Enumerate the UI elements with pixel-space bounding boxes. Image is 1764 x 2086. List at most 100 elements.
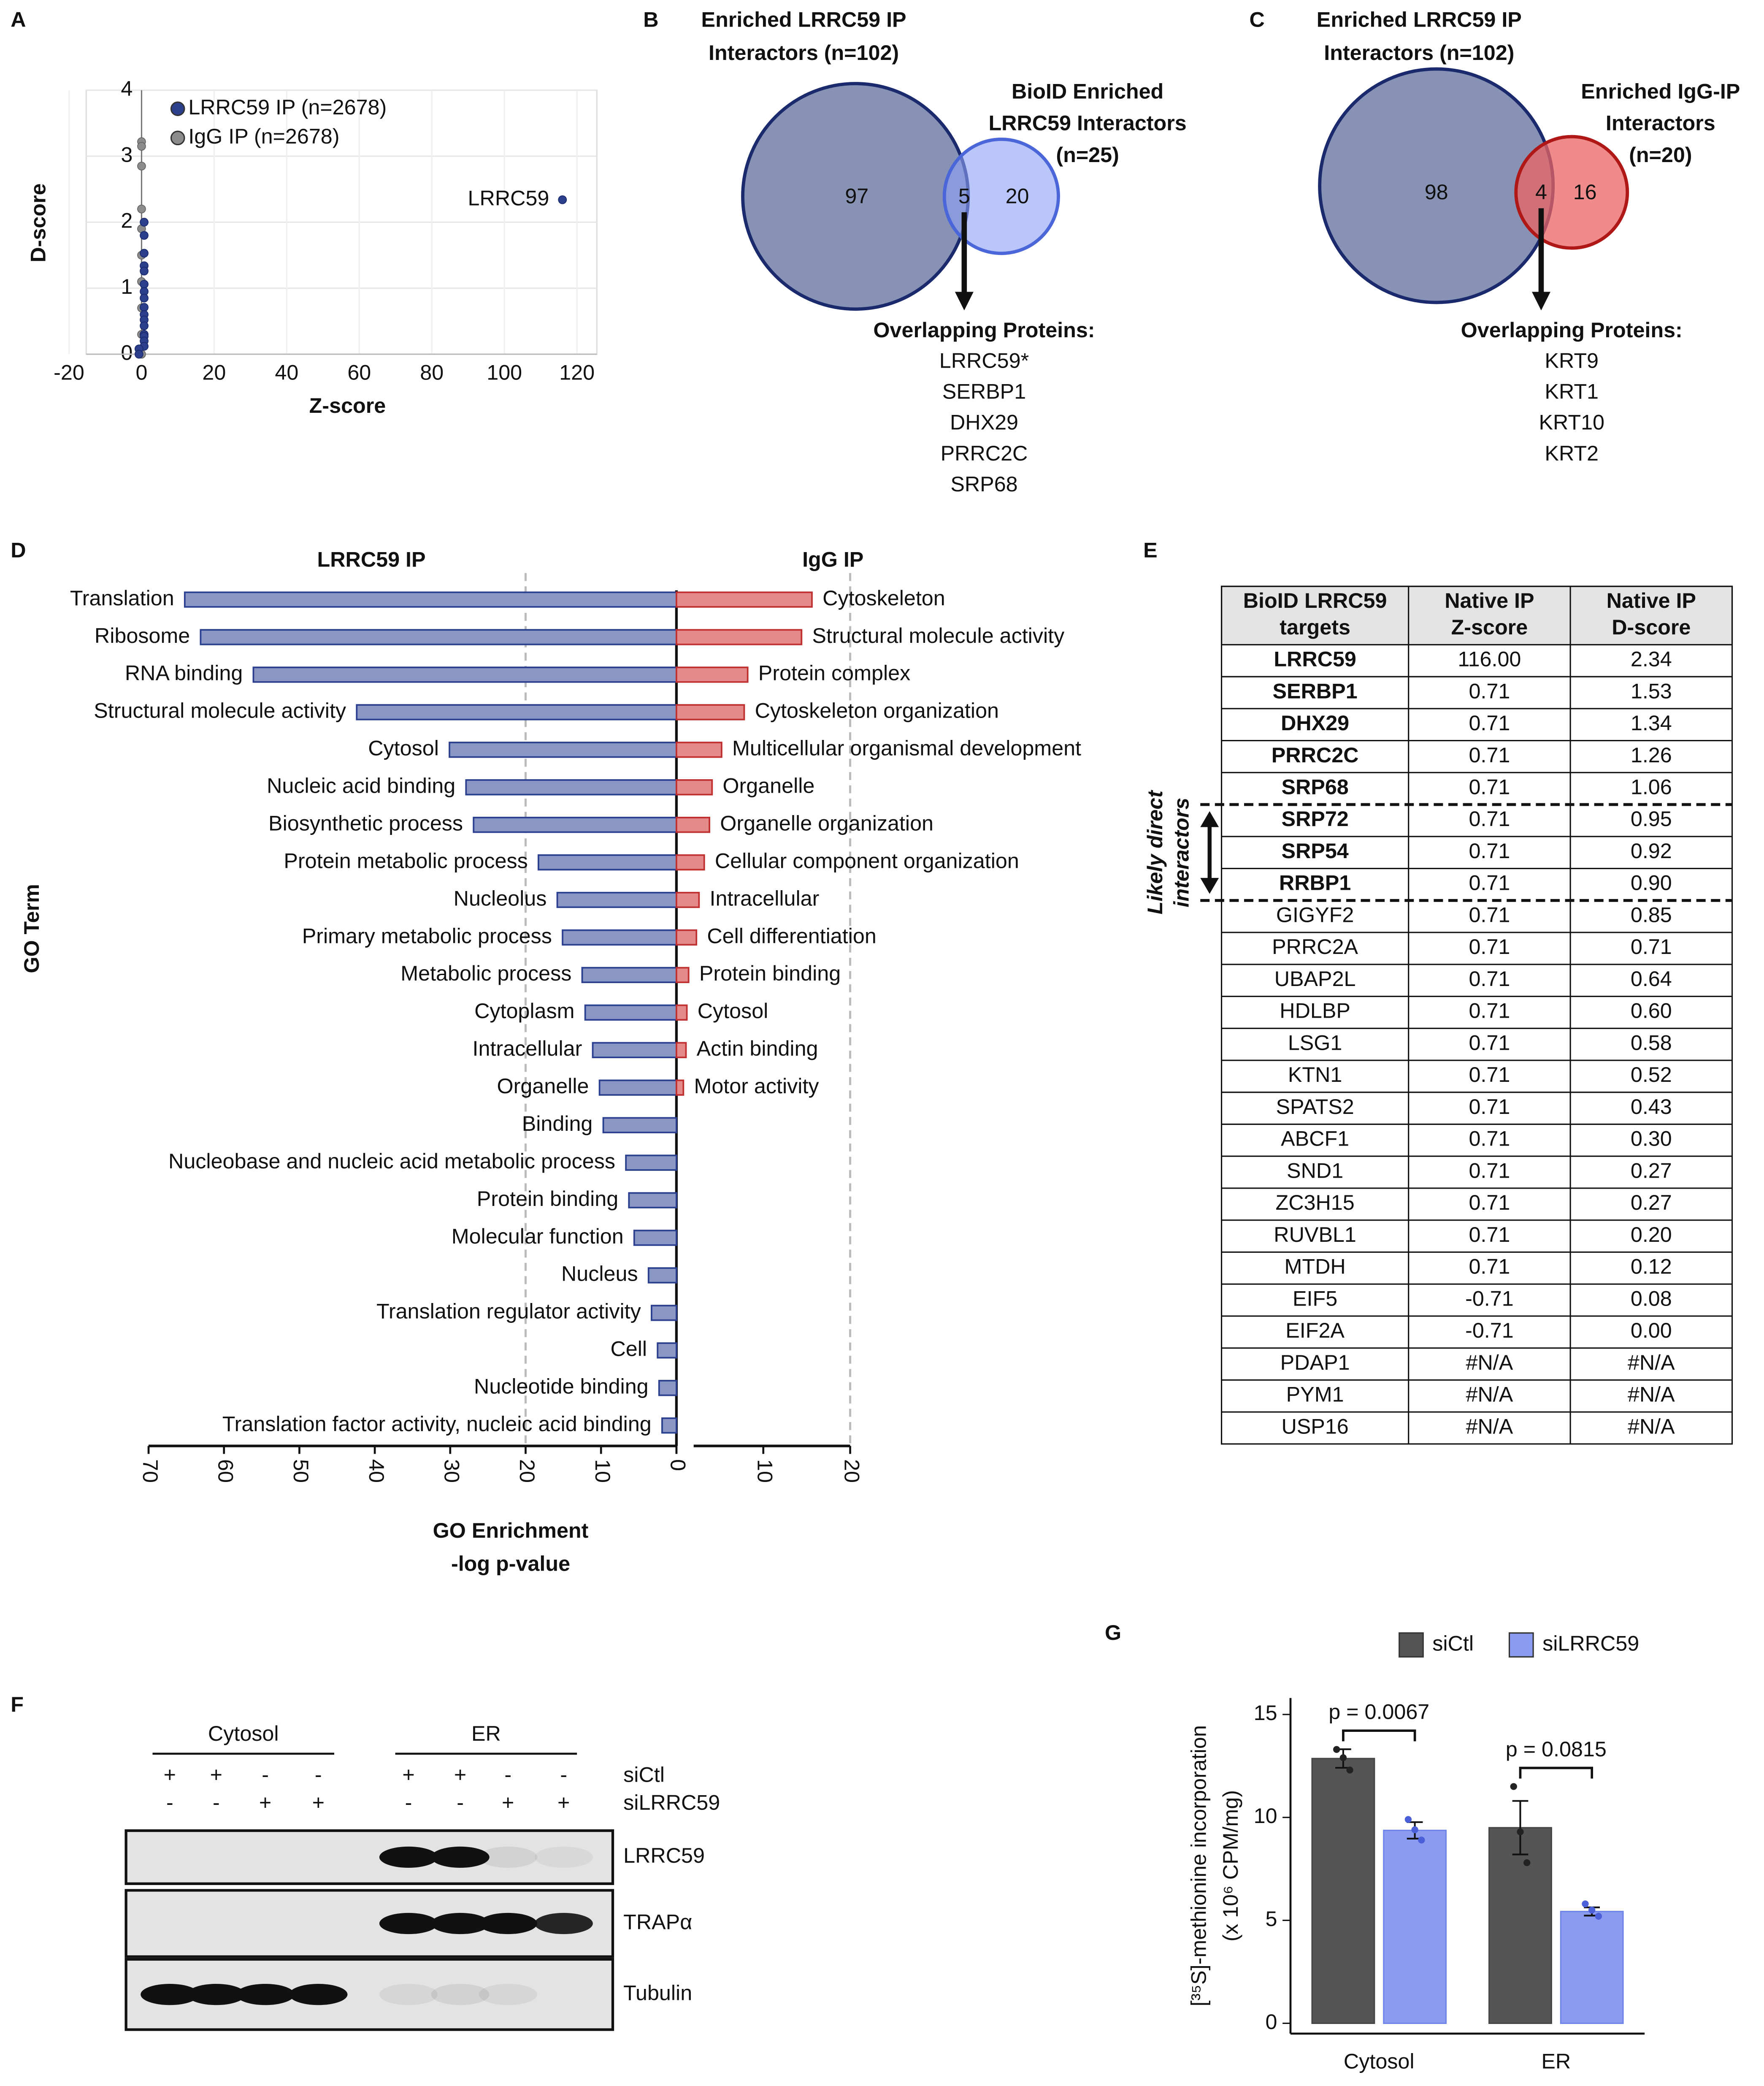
bar bbox=[1560, 1911, 1624, 2024]
point bbox=[140, 249, 149, 258]
y-tick-label: 4 bbox=[121, 76, 133, 100]
bar bbox=[647, 1267, 677, 1284]
overlap-title: Overlapping Proteins: bbox=[1461, 318, 1683, 342]
bar bbox=[602, 1117, 677, 1133]
legend-label: LRRC59 IP (n=2678) bbox=[188, 95, 387, 119]
table-cell: MTDH bbox=[1285, 1254, 1346, 1279]
category-label: Protein metabolic process bbox=[284, 848, 528, 872]
bar bbox=[675, 967, 690, 983]
table-cell: 0.71 bbox=[1469, 839, 1510, 863]
category-label: Organelle bbox=[722, 774, 814, 798]
blot-band bbox=[431, 1984, 490, 2005]
sign: + bbox=[402, 1762, 414, 1786]
y-tick-label: 15 bbox=[1254, 1701, 1277, 1725]
point bbox=[140, 266, 149, 276]
sign: - bbox=[405, 1790, 412, 1814]
category-label: Protein binding bbox=[699, 961, 841, 985]
bar bbox=[584, 1004, 677, 1021]
overlap-protein: PRRC2C bbox=[941, 441, 1028, 465]
y-axis-label: GO Term bbox=[19, 884, 43, 973]
venn-circle bbox=[1514, 135, 1629, 250]
table-cell: 0.20 bbox=[1631, 1222, 1672, 1246]
table-cell: SND1 bbox=[1287, 1158, 1343, 1182]
bar bbox=[633, 1230, 677, 1246]
table-cell: 0.12 bbox=[1631, 1254, 1672, 1279]
category-label: Protein complex bbox=[758, 661, 910, 685]
x-tick-label: 0 bbox=[666, 1459, 690, 1471]
blot-row-label: TRAPα bbox=[623, 1910, 692, 1934]
table-cell: 0.95 bbox=[1631, 807, 1672, 831]
x-tick-label: 40 bbox=[275, 360, 298, 385]
x-tick-label: 20 bbox=[840, 1459, 864, 1483]
x-tick-label: 0 bbox=[666, 1459, 690, 1471]
table-cell: USP16 bbox=[1281, 1414, 1348, 1438]
bar bbox=[184, 591, 677, 608]
table-cell: ABCF1 bbox=[1281, 1127, 1349, 1151]
bar bbox=[449, 742, 677, 758]
table-cell: #N/A bbox=[1628, 1414, 1675, 1438]
bar bbox=[625, 1154, 677, 1171]
panel-label: C bbox=[1250, 8, 1265, 32]
category-label: Nucleobase and nucleic acid metabolic pr… bbox=[168, 1149, 615, 1173]
point bbox=[137, 162, 146, 171]
table-cell: 0.71 bbox=[1469, 1030, 1510, 1054]
table-cell: 0.58 bbox=[1631, 1030, 1672, 1054]
bar bbox=[592, 1042, 677, 1058]
x-tick-label: 50 bbox=[289, 1459, 313, 1483]
point bbox=[1333, 1746, 1340, 1753]
legend-marker bbox=[170, 130, 185, 146]
venn-label: BioID Enriched bbox=[1012, 79, 1163, 103]
blot-band bbox=[379, 1913, 438, 1934]
bar bbox=[675, 742, 722, 758]
point bbox=[1411, 1826, 1418, 1834]
y-axis-label: (x 10⁶ CPM/mg) bbox=[1218, 1790, 1242, 1942]
table-frame bbox=[1220, 585, 1733, 1445]
point bbox=[140, 231, 149, 240]
blot-band bbox=[431, 1846, 490, 1868]
category-label: Actin binding bbox=[697, 1036, 818, 1060]
bar bbox=[675, 929, 698, 946]
legend-label: siCtl bbox=[1432, 1631, 1474, 1655]
table-cell: KTN1 bbox=[1288, 1062, 1342, 1086]
overlap-title: Overlapping Proteins: bbox=[873, 318, 1095, 342]
table-cell: 0.52 bbox=[1631, 1062, 1672, 1086]
table-cell: 0.71 bbox=[1631, 935, 1672, 959]
sign: + bbox=[502, 1790, 514, 1814]
blot-band bbox=[431, 1913, 490, 1934]
x-tick-label: -20 bbox=[54, 360, 84, 385]
bar bbox=[356, 704, 677, 721]
point bbox=[140, 218, 149, 227]
condition-label: siLRRC59 bbox=[623, 1790, 720, 1814]
venn-label: Interactors (n=102) bbox=[709, 41, 899, 65]
bar bbox=[200, 629, 677, 645]
sign: + bbox=[312, 1790, 325, 1814]
header-cell: targets bbox=[1280, 615, 1350, 639]
header-cell: Native IP bbox=[1445, 588, 1534, 612]
table-cell: 0.71 bbox=[1469, 1158, 1510, 1182]
category-label: Cytosol bbox=[368, 736, 439, 760]
x-tick-label: 40 bbox=[365, 1459, 389, 1483]
table-cell: 116.00 bbox=[1458, 647, 1521, 671]
table-cell: DHX29 bbox=[1281, 711, 1349, 735]
category-label: Cytoskeleton organization bbox=[755, 699, 999, 723]
header-cell: D-score bbox=[1612, 615, 1691, 639]
category-label: Cell bbox=[610, 1337, 647, 1361]
sign: + bbox=[259, 1790, 271, 1814]
legend-label: IgG IP (n=2678) bbox=[188, 124, 339, 148]
x-tick-label: 60 bbox=[214, 1459, 238, 1483]
category-label: Nucleotide binding bbox=[474, 1374, 649, 1398]
blot-band bbox=[236, 1984, 295, 2005]
point bbox=[1517, 1828, 1524, 1835]
legend-swatch bbox=[1399, 1632, 1424, 1658]
category-label: Translation regulator activity bbox=[376, 1299, 641, 1323]
x-tick-label: 120 bbox=[559, 360, 595, 385]
sign: - bbox=[213, 1790, 220, 1814]
table-cell: SPATS2 bbox=[1276, 1094, 1354, 1119]
overlap-protein: KRT2 bbox=[1545, 441, 1599, 465]
point bbox=[140, 303, 149, 312]
table-cell: LSG1 bbox=[1288, 1030, 1342, 1054]
bar bbox=[675, 666, 749, 683]
venn-count: 20 bbox=[1006, 184, 1029, 208]
table-cell: 0.71 bbox=[1469, 775, 1510, 799]
category-label: Intracellular bbox=[473, 1036, 582, 1060]
